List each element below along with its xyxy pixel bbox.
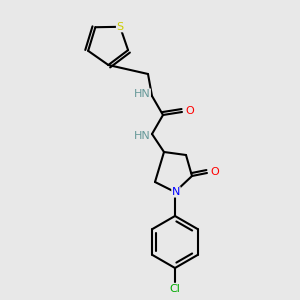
- Text: O: O: [211, 167, 219, 177]
- Text: HN: HN: [134, 89, 150, 99]
- Text: N: N: [172, 187, 180, 197]
- Text: S: S: [116, 22, 124, 32]
- Text: O: O: [186, 106, 194, 116]
- Text: Cl: Cl: [169, 284, 180, 294]
- Text: HN: HN: [134, 131, 150, 141]
